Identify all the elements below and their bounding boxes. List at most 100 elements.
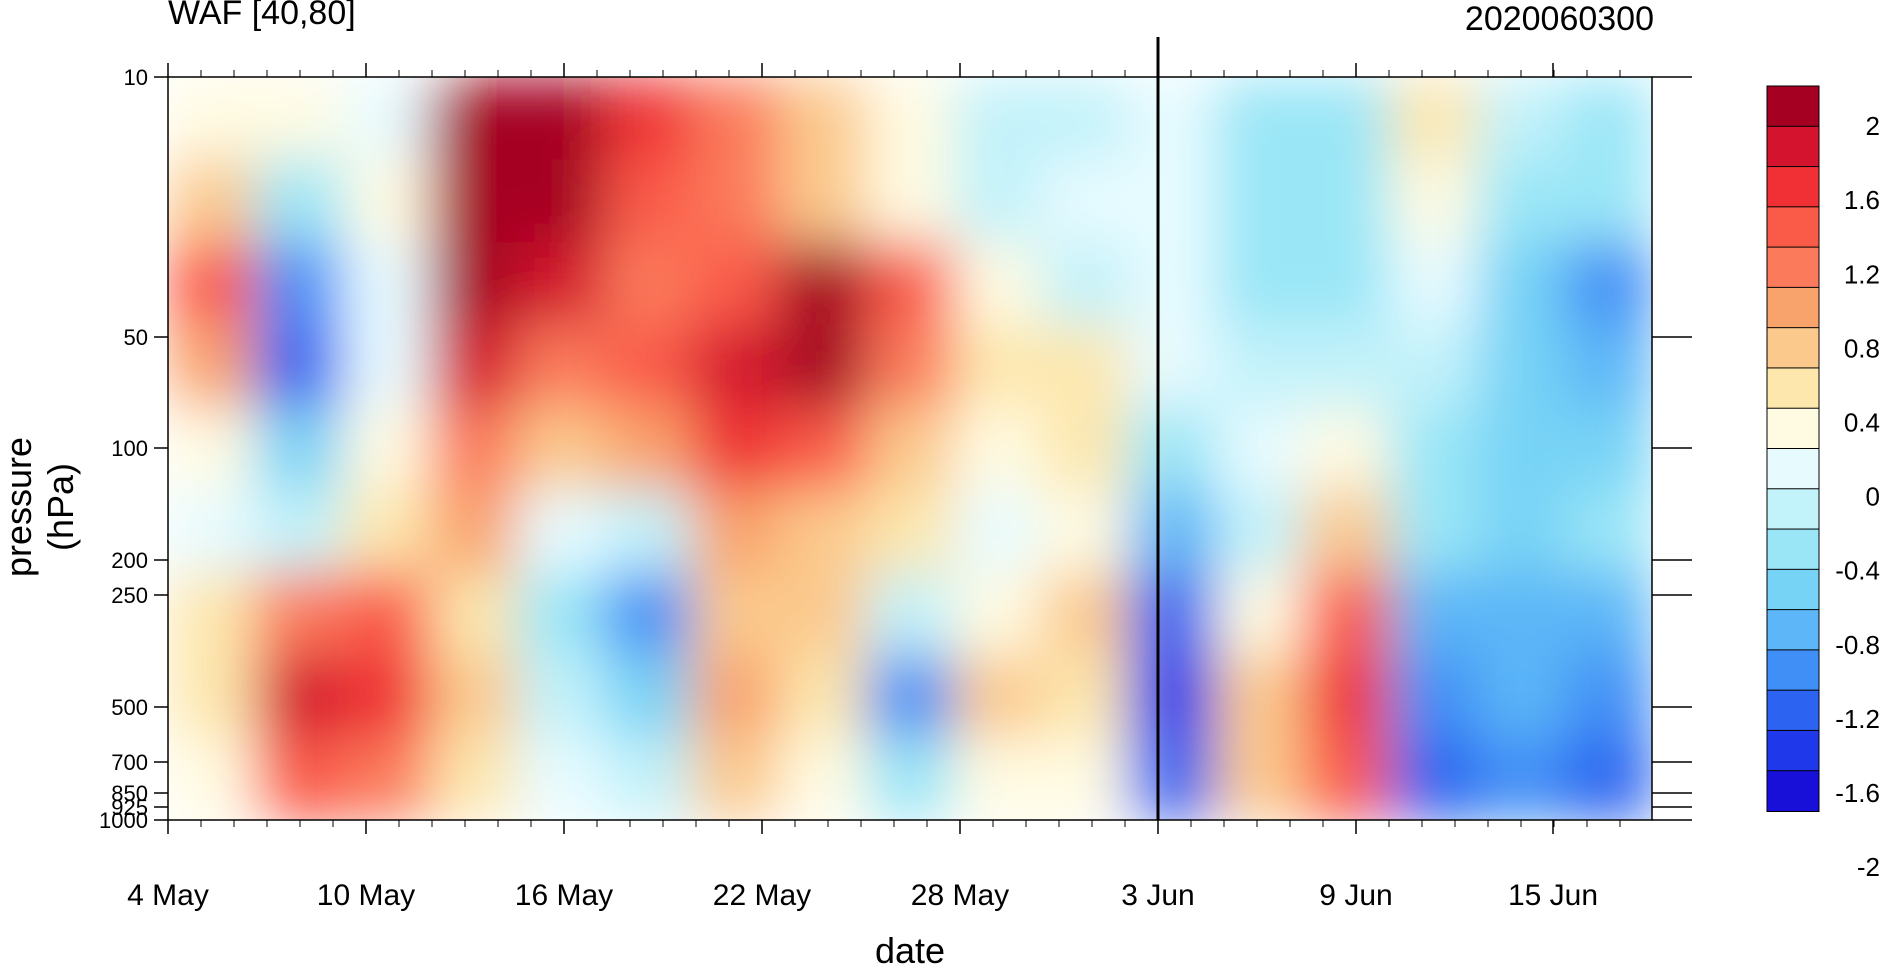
field-cell: [779, 77, 868, 161]
y-tick-label: 200: [111, 548, 148, 573]
field-cell: [1128, 407, 1217, 491]
x-tick-label: 4 May: [127, 879, 209, 912]
colorbar-swatch: [1766, 528, 1820, 571]
colorbar-swatch: [1766, 125, 1820, 168]
y-tick-label: 925: [111, 795, 148, 820]
field-cell: [604, 159, 693, 244]
field-cell: [255, 77, 344, 161]
field-cell: [1302, 407, 1392, 491]
y-tick-label: 700: [111, 750, 148, 775]
field-cell: [779, 654, 868, 739]
field-cell: [1215, 737, 1304, 820]
x-tick-label: 3 Jun: [1121, 879, 1194, 912]
field-cell: [691, 77, 781, 161]
field-cell: [1477, 159, 1566, 244]
field-cell: [255, 737, 344, 820]
field-cell: [168, 737, 257, 820]
field-cell: [342, 572, 431, 656]
colorbar-label: 1.2: [1844, 259, 1880, 289]
contour-field: [168, 77, 1652, 820]
field-cell: [1302, 572, 1392, 656]
field-cell: [1040, 159, 1130, 244]
x-tick-label: 22 May: [713, 879, 811, 912]
field-cell: [1215, 572, 1304, 656]
colorbar-swatch: [1766, 448, 1820, 490]
colorbar-swatch: [1766, 689, 1820, 732]
field-cell: [168, 489, 257, 574]
field-cell: [168, 407, 257, 491]
colorbar-label: -0.8: [1835, 630, 1880, 660]
field-cell: [953, 324, 1042, 409]
field-cell: [517, 737, 606, 820]
field-cell: [1564, 324, 1652, 409]
field-cell: [429, 737, 519, 820]
field-cell: [1564, 489, 1652, 574]
colorbar-swatch: [1766, 568, 1820, 611]
field-cell: [1215, 407, 1304, 491]
field-cell: [1128, 77, 1217, 161]
field-cell: [429, 654, 519, 739]
field-cell: [1390, 324, 1479, 409]
colorbar-label: -0.4: [1835, 556, 1880, 586]
chart-title-right: 2020060300: [1464, 0, 1654, 38]
field-cell: [1215, 159, 1304, 244]
field-cell: [1390, 77, 1479, 161]
field-cell: [517, 159, 606, 244]
y-tick-label: 50: [124, 325, 148, 350]
field-cell: [168, 77, 257, 161]
field-cell: [953, 572, 1042, 656]
field-cell: [1564, 77, 1652, 161]
colorbar-label: -1.2: [1835, 704, 1880, 734]
field-cell: [517, 489, 606, 574]
field-cell: [1390, 159, 1479, 244]
y-tick-label: 100: [111, 436, 148, 461]
field-cell: [342, 242, 431, 326]
field-cell: [429, 572, 519, 656]
field-cell: [1215, 77, 1304, 161]
field-cell: [1128, 324, 1217, 409]
field-cell: [1390, 242, 1479, 326]
field-cell: [1302, 324, 1392, 409]
colorbar-label: 1.6: [1844, 185, 1880, 215]
field-cell: [1302, 489, 1392, 574]
colorbar-swatch: [1766, 609, 1820, 651]
field-cell: [1477, 77, 1566, 161]
field-cell: [342, 324, 431, 409]
field-cell: [953, 489, 1042, 574]
colorbar-swatch: [1766, 85, 1820, 128]
field-cell: [429, 159, 519, 244]
field-cell: [1215, 242, 1304, 326]
y-tick-label: 850: [111, 781, 148, 806]
x-tick-label: 9 Jun: [1319, 879, 1392, 912]
colorbar-swatch: [1766, 166, 1820, 208]
colorbar-swatch: [1766, 286, 1820, 329]
field-cell: [953, 242, 1042, 326]
field-cell: [1302, 242, 1392, 326]
field-cell: [517, 572, 606, 656]
field-cell: [1040, 242, 1130, 326]
field-cell: [691, 489, 781, 574]
field-cell: [866, 572, 955, 656]
field-cell: [604, 242, 693, 326]
field-cell: [779, 242, 868, 326]
field-cell: [1564, 572, 1652, 656]
y-tick-label: 500: [111, 695, 148, 720]
field-cell: [604, 737, 693, 820]
colorbar-swatch: [1766, 488, 1820, 531]
colorbar-swatch: [1766, 770, 1820, 813]
field-cell: [779, 407, 868, 491]
field-cell: [342, 159, 431, 244]
colorbar-label: 0.4: [1844, 408, 1880, 438]
field-cell: [1040, 572, 1130, 656]
field-cell: [1128, 489, 1217, 574]
field-cell: [517, 77, 606, 161]
field-cell: [1302, 159, 1392, 244]
field-cell: [517, 654, 606, 739]
field-cell: [604, 489, 693, 574]
field-cell: [779, 159, 868, 244]
colorbar-swatch: [1766, 649, 1820, 692]
field-cell: [1390, 489, 1479, 574]
field-cell: [1215, 489, 1304, 574]
colorbar-swatch: [1766, 367, 1820, 410]
